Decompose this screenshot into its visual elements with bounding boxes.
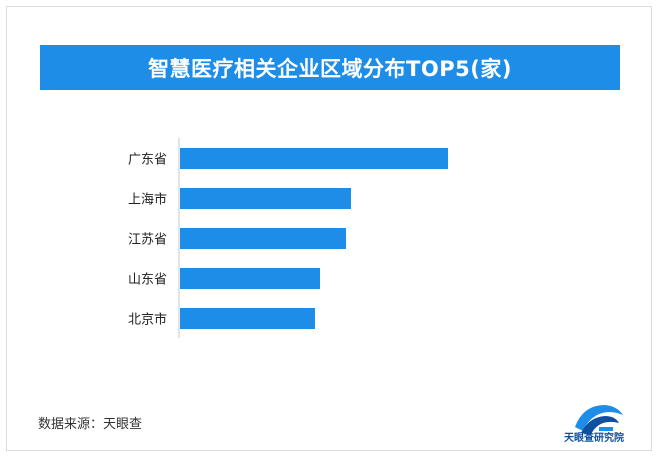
category-label-4: 北京市 — [128, 312, 167, 328]
category-label-1: 上海市 — [128, 192, 167, 208]
bars-group — [180, 148, 448, 329]
bar-4 — [180, 308, 315, 329]
bar-0 — [180, 148, 448, 169]
category-label-2: 江苏省 — [128, 232, 167, 248]
tianyancha-logo-icon — [575, 405, 623, 435]
data-source-note: 数据来源：天眼查 — [38, 417, 143, 432]
bar-3 — [180, 268, 320, 289]
category-label-0: 广东省 — [128, 153, 167, 168]
chart-title: 智慧医疗相关企业区域分布TOP5(家) — [40, 45, 620, 90]
bar-2 — [180, 228, 346, 249]
logo-label: 天眼查研究院 — [564, 433, 624, 444]
bar-1 — [180, 188, 351, 209]
category-label-3: 山东省 — [128, 273, 167, 288]
